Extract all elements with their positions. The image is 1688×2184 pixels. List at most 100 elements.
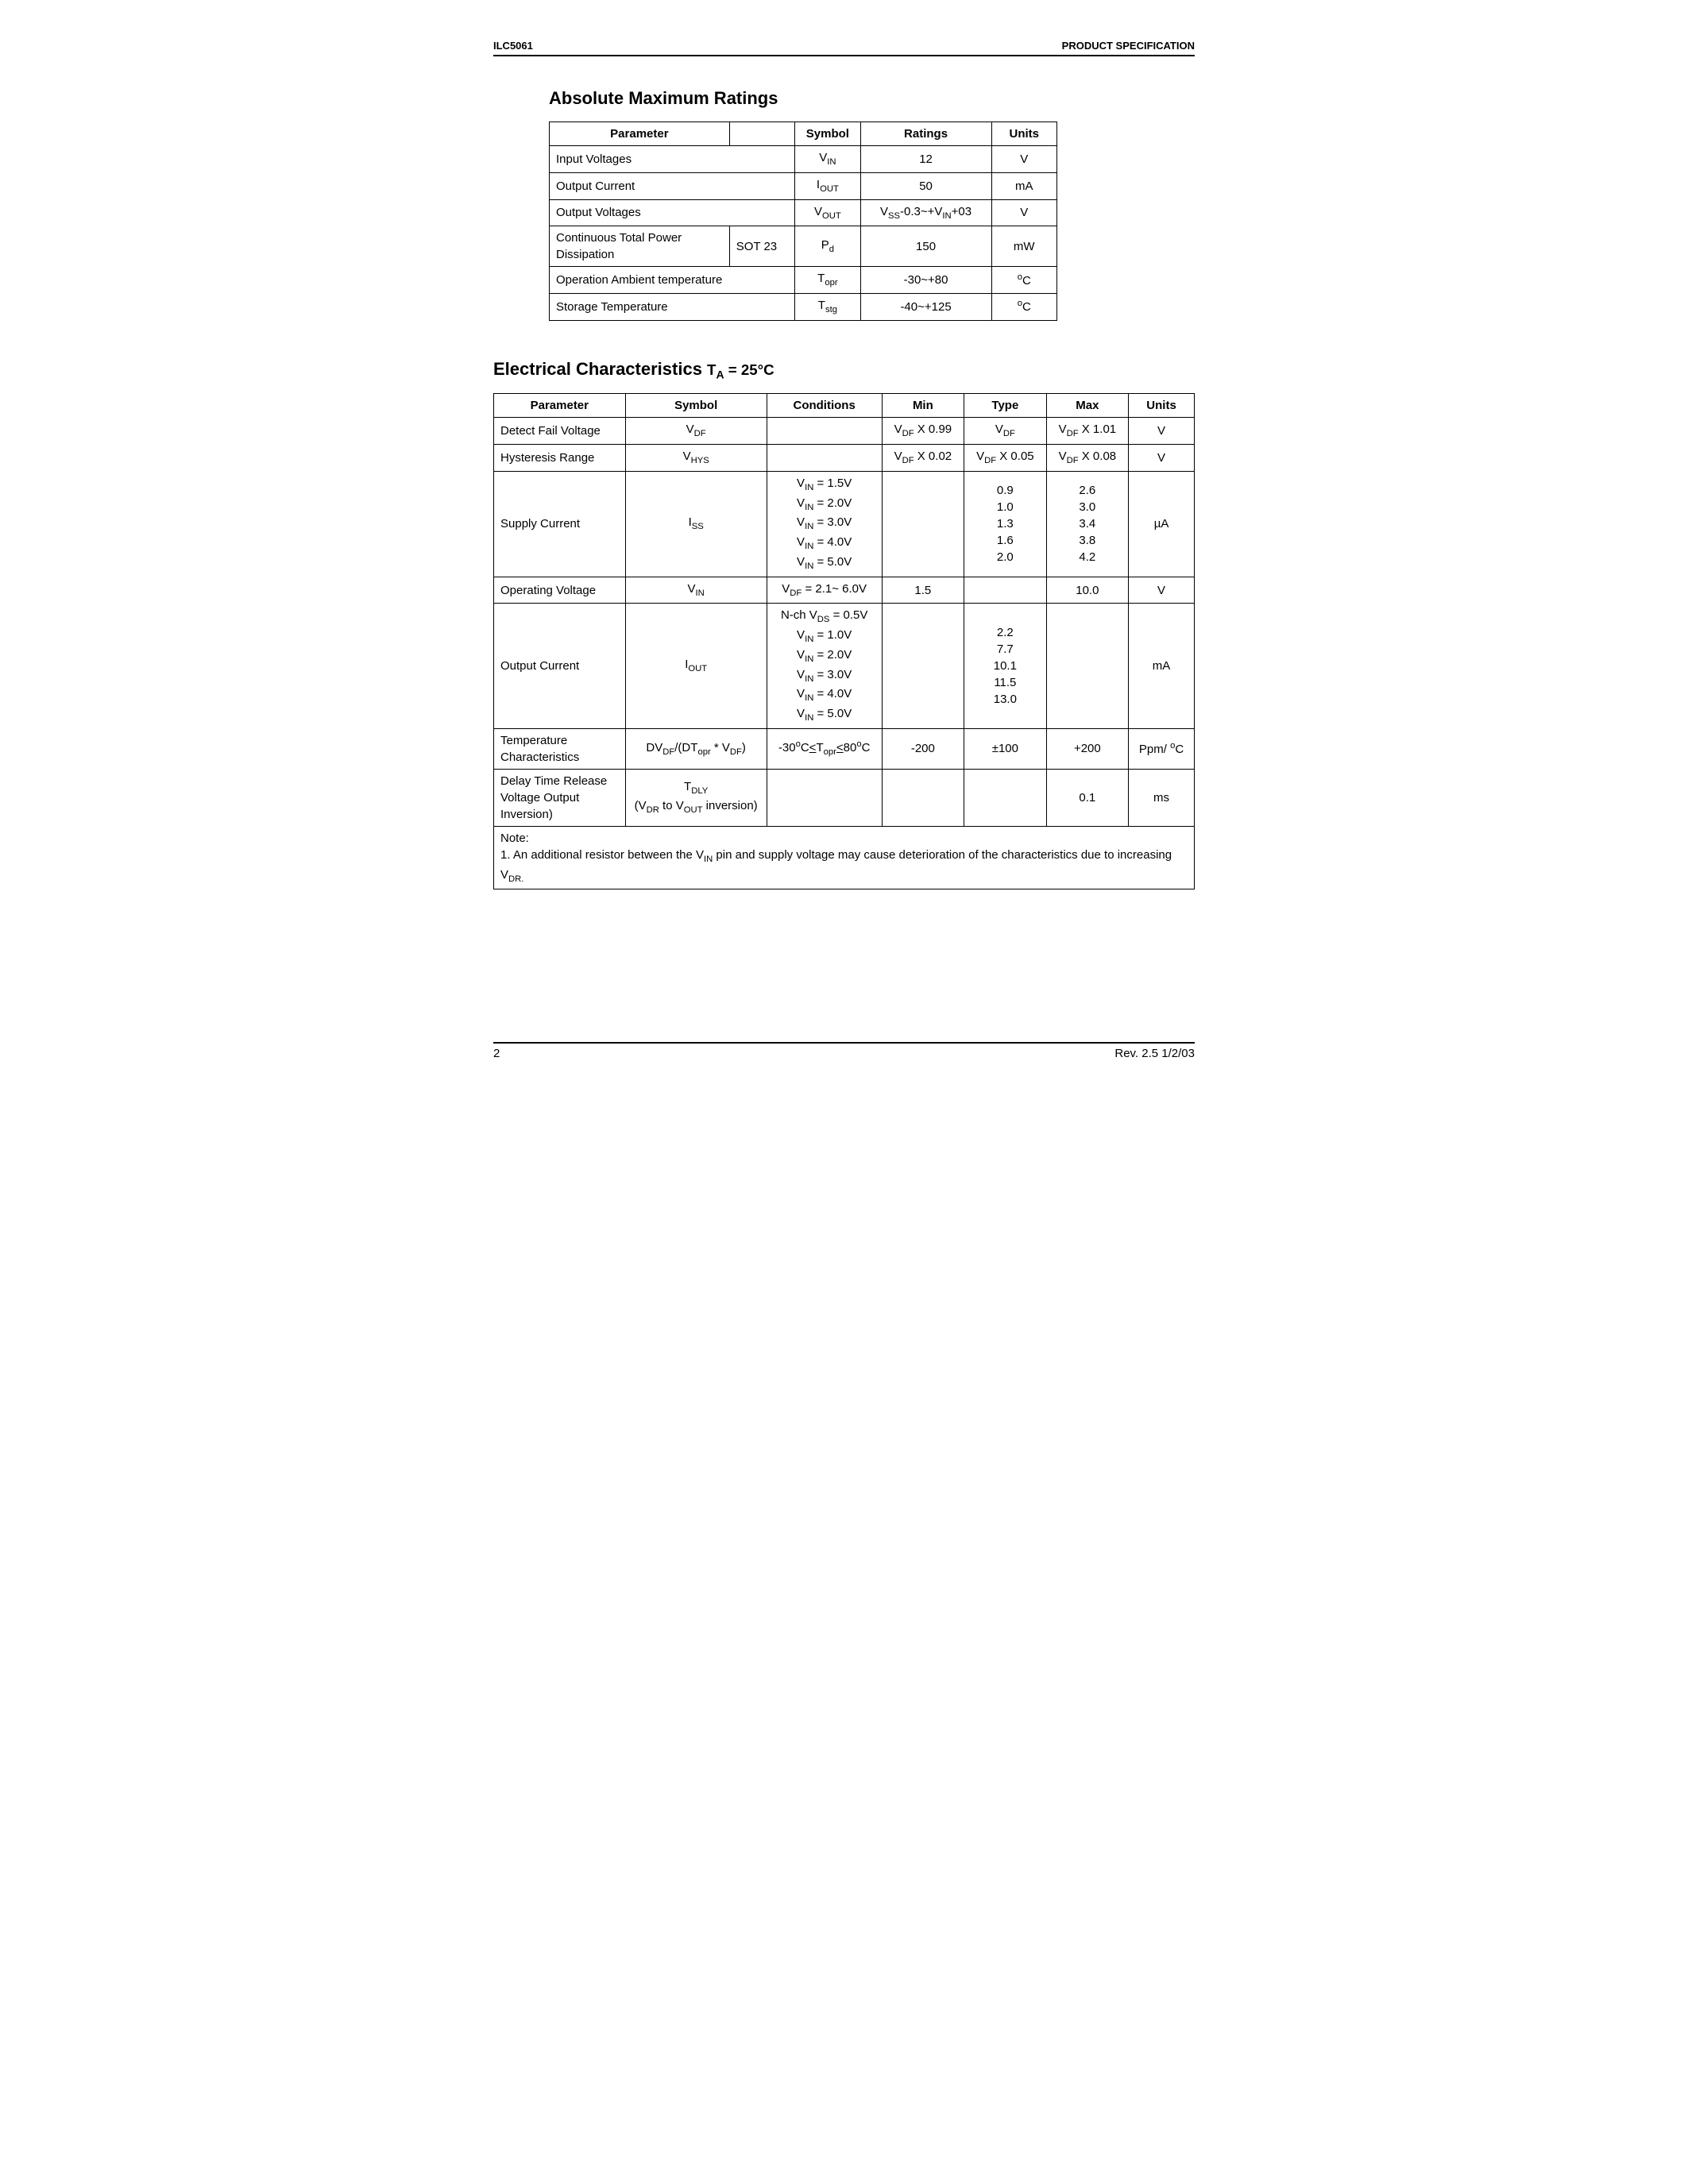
ec-symbol: DVDF/(DTopr * VDF) — [625, 728, 767, 769]
ec-col-units: Units — [1129, 394, 1195, 418]
ec-type: 0.91.01.31.62.0 — [964, 471, 1047, 577]
amr-row: Continuous Total Power DissipationSOT 23… — [550, 226, 1057, 267]
ec-param: Output Current — [494, 604, 626, 729]
amr-symbol: Topr — [795, 267, 860, 294]
ec-min: VDF X 0.02 — [882, 445, 964, 472]
ec-max: 10.0 — [1046, 577, 1129, 604]
ec-symbol: VIN — [625, 577, 767, 604]
ec-conditions — [767, 769, 882, 826]
amr-param: Storage Temperature — [550, 294, 795, 321]
amr-row: Output VoltagesVOUTVSS-0.3~+VIN+03V — [550, 199, 1057, 226]
amr-symbol: Pd — [795, 226, 860, 267]
ec-min: -200 — [882, 728, 964, 769]
amr-units: mA — [991, 172, 1057, 199]
ec-conditions — [767, 418, 882, 445]
footer-page: 2 — [493, 1047, 500, 1060]
header-left: ILC5061 — [493, 40, 533, 52]
ec-col-max: Max — [1046, 394, 1129, 418]
ec-title: Electrical Characteristics TA = 25°C — [493, 359, 1195, 381]
ec-col-symbol: Symbol — [625, 394, 767, 418]
ec-row: Hysteresis RangeVHYS VDF X 0.02VDF X 0.05… — [494, 445, 1195, 472]
amr-row: Input VoltagesVIN12V — [550, 146, 1057, 173]
ec-min — [882, 769, 964, 826]
ec-min — [882, 471, 964, 577]
ec-param: Hysteresis Range — [494, 445, 626, 472]
ec-type — [964, 577, 1047, 604]
ec-symbol: VHYS — [625, 445, 767, 472]
amr-col-units: Units — [991, 122, 1057, 146]
ec-max: 0.1 — [1046, 769, 1129, 826]
ec-col-parameter: Parameter — [494, 394, 626, 418]
amr-col-symbol: Symbol — [795, 122, 860, 146]
ec-units: Ppm/ oC — [1129, 728, 1195, 769]
amr-units: V — [991, 199, 1057, 226]
ec-conditions: N-ch VDS = 0.5VVIN = 1.0VVIN = 2.0VVIN =… — [767, 604, 882, 729]
ec-units: V — [1129, 577, 1195, 604]
ec-row: Temperature CharacteristicsDVDF/(DTopr *… — [494, 728, 1195, 769]
ec-title-cond: TA = 25°C — [707, 361, 774, 378]
amr-param: Operation Ambient temperature — [550, 267, 795, 294]
ec-table: Parameter Symbol Conditions Min Type Max… — [493, 393, 1195, 889]
ec-max: VDF X 1.01 — [1046, 418, 1129, 445]
ec-param: Temperature Characteristics — [494, 728, 626, 769]
ec-param: Delay Time Release Voltage Output Invers… — [494, 769, 626, 826]
ec-conditions: -30oC<Topr<80oC — [767, 728, 882, 769]
ec-row: Operating VoltageVINVDF = 2.1~ 6.0V1.510… — [494, 577, 1195, 604]
ec-units: mA — [1129, 604, 1195, 729]
ec-row: Detect Fail VoltageVDFVDF X 0.99VDFVDF X… — [494, 418, 1195, 445]
ec-type: VDF X 0.05 — [964, 445, 1047, 472]
ec-units: ms — [1129, 769, 1195, 826]
ec-units: V — [1129, 445, 1195, 472]
amr-param: Output Voltages — [550, 199, 795, 226]
ec-note-row: Note:1. An additional resistor between t… — [494, 826, 1195, 889]
footer-rev: Rev. 2.5 1/2/03 — [1114, 1047, 1195, 1060]
amr-ratings: -30~+80 — [860, 267, 991, 294]
amr-units: mW — [991, 226, 1057, 267]
amr-symbol: IOUT — [795, 172, 860, 199]
amr-units: V — [991, 146, 1057, 173]
amr-ratings: 150 — [860, 226, 991, 267]
ec-symbol: IOUT — [625, 604, 767, 729]
ec-min — [882, 604, 964, 729]
amr-symbol: Tstg — [795, 294, 860, 321]
ec-units: V — [1129, 418, 1195, 445]
ec-param: Supply Current — [494, 471, 626, 577]
ec-type — [964, 769, 1047, 826]
amr-row: Output CurrentIOUT50mA — [550, 172, 1057, 199]
amr-param: Continuous Total Power Dissipation — [550, 226, 730, 267]
ec-conditions: VIN = 1.5VVIN = 2.0VVIN = 3.0VVIN = 4.0V… — [767, 471, 882, 577]
ec-title-prefix: Electrical Characteristics — [493, 359, 707, 379]
ec-conditions — [767, 445, 882, 472]
page-footer: 2 Rev. 2.5 1/2/03 — [493, 1042, 1195, 1060]
ec-symbol: VDF — [625, 418, 767, 445]
amr-pkg: SOT 23 — [729, 226, 794, 267]
amr-ratings: -40~+125 — [860, 294, 991, 321]
ec-conditions: VDF = 2.1~ 6.0V — [767, 577, 882, 604]
ec-param: Detect Fail Voltage — [494, 418, 626, 445]
ec-type: 2.27.710.111.513.0 — [964, 604, 1047, 729]
ec-symbol: TDLY(VDR to VOUT inversion) — [625, 769, 767, 826]
ec-symbol: ISS — [625, 471, 767, 577]
ec-min: VDF X 0.99 — [882, 418, 964, 445]
ec-col-type: Type — [964, 394, 1047, 418]
amr-row: Storage TemperatureTstg-40~+125oC — [550, 294, 1057, 321]
amr-ratings: 50 — [860, 172, 991, 199]
ec-type: ±100 — [964, 728, 1047, 769]
ec-max: VDF X 0.08 — [1046, 445, 1129, 472]
amr-units: oC — [991, 294, 1057, 321]
ec-type: VDF — [964, 418, 1047, 445]
ec-max: +200 — [1046, 728, 1129, 769]
amr-units: oC — [991, 267, 1057, 294]
ec-row: Delay Time Release Voltage Output Invers… — [494, 769, 1195, 826]
amr-col-ratings: Ratings — [860, 122, 991, 146]
ec-param: Operating Voltage — [494, 577, 626, 604]
amr-title: Absolute Maximum Ratings — [549, 88, 1195, 109]
amr-symbol: VIN — [795, 146, 860, 173]
ec-col-conditions: Conditions — [767, 394, 882, 418]
amr-ratings: 12 — [860, 146, 991, 173]
amr-col-blank — [729, 122, 794, 146]
amr-row: Operation Ambient temperatureTopr-30~+80… — [550, 267, 1057, 294]
amr-header-row: Parameter Symbol Ratings Units — [550, 122, 1057, 146]
header-right: PRODUCT SPECIFICATION — [1062, 40, 1195, 52]
ec-note: Note:1. An additional resistor between t… — [494, 826, 1195, 889]
